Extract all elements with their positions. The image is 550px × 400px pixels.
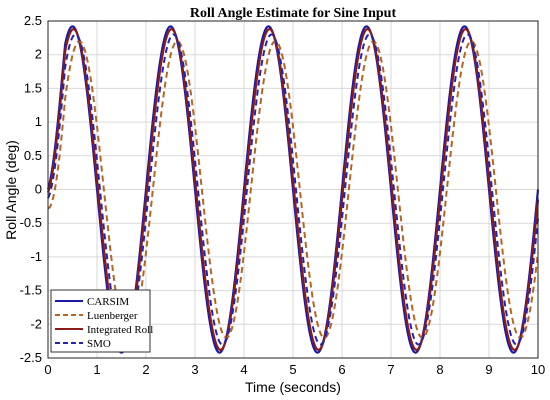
x-tick-label: 8	[436, 362, 443, 377]
x-tick-label: 2	[142, 362, 149, 377]
x-axis-label: Time (seconds)	[245, 379, 341, 395]
y-tick-label: -0.5	[20, 215, 42, 230]
y-tick-label: -1	[30, 249, 42, 264]
legend-label: Luenberger	[87, 310, 138, 322]
legend-label: SMO	[87, 338, 111, 350]
legend-label: Integrated Roll	[87, 324, 153, 336]
y-tick-label: 0	[35, 182, 42, 197]
y-tick-label: 2.5	[24, 13, 42, 28]
y-tick-label: 0.5	[24, 148, 42, 163]
x-tick-label: 3	[191, 362, 198, 377]
series-line-luenberger	[47, 40, 539, 339]
y-tick-label: 1	[35, 114, 42, 129]
chart-title: Roll Angle Estimate for Sine Input	[190, 6, 397, 21]
x-tick-labels: 0 1 2 3 4 5 6 7 8 9 10	[44, 362, 545, 377]
x-tick-label: 0	[44, 362, 51, 377]
x-tick-label: 10	[531, 362, 545, 377]
y-tick-label: -1.5	[20, 283, 42, 298]
y-tick-label: -2.5	[20, 350, 42, 365]
x-tick-label: 9	[485, 362, 492, 377]
y-tick-label: 2	[35, 47, 42, 62]
y-axis-label: Roll Angle (deg)	[3, 140, 19, 240]
y-tick-label: -2	[30, 316, 42, 331]
x-tick-label: 6	[338, 362, 345, 377]
x-tick-label: 1	[93, 362, 100, 377]
legend-label: CARSIM	[87, 296, 129, 308]
x-tick-label: 5	[289, 362, 296, 377]
y-tick-labels: 2.5 2 1.5 1 0.5 0 -0.5 -1 -1.5 -2 -2.5	[20, 13, 42, 365]
y-tick-label: 1.5	[24, 80, 42, 95]
x-tick-label: 7	[387, 362, 394, 377]
plot-frame	[47, 20, 539, 359]
x-tick-label: 4	[240, 362, 247, 377]
legend: CARSIM Luenberger Integrated Roll SMO	[50, 289, 153, 353]
